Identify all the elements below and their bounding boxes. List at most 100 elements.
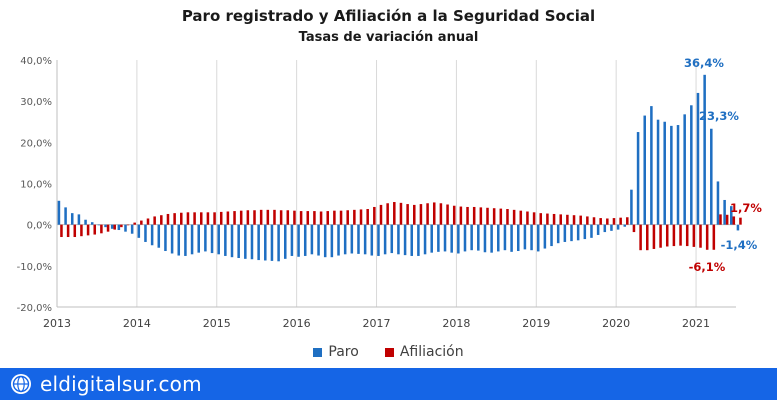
bar-paro [90, 222, 94, 225]
bar-paro [730, 206, 733, 225]
x-tick-label: 2016 [283, 317, 311, 330]
bar-paro [124, 224, 127, 232]
bar-paro [350, 224, 354, 254]
bar-afiliacion [366, 209, 369, 225]
bar-afiliacion [492, 208, 496, 225]
bar-paro [104, 224, 107, 228]
bar-afiliacion [146, 218, 150, 225]
bar-afiliacion [319, 211, 323, 225]
bar-afiliacion [486, 207, 489, 225]
y-tick-label: 20,0% [20, 138, 52, 149]
bar-paro [610, 224, 613, 231]
bar-afiliacion [559, 214, 562, 225]
bar-afiliacion [259, 209, 263, 225]
bar-afiliacion [133, 222, 136, 225]
bar-afiliacion [719, 214, 722, 225]
bar-afiliacion [519, 210, 523, 225]
legend-label-afiliacion: Afiliación [399, 344, 464, 360]
bar-paro [257, 224, 260, 261]
bar-paro [556, 224, 560, 244]
bar-paro [204, 224, 207, 252]
bar-afiliacion [160, 215, 163, 225]
bar-afiliacion [672, 224, 676, 247]
bar-paro [603, 224, 607, 233]
bar-afiliacion [725, 214, 729, 225]
bar-afiliacion [279, 210, 283, 225]
bar-paro [736, 224, 740, 231]
bar-paro [423, 224, 427, 255]
bar-afiliacion [206, 212, 210, 225]
legend-item-afiliacion: Afiliación [384, 344, 464, 360]
bar-paro [363, 224, 367, 255]
bar-paro [310, 224, 314, 255]
bar-paro [290, 224, 294, 256]
bar-afiliacion [213, 212, 216, 225]
bar-afiliacion [339, 210, 343, 225]
bar-paro [230, 224, 234, 258]
bar-chart: -20,0% -10,0% 0,0% 10,0% 20,0% 30,0% 40,0% 2013… [17, 56, 763, 330]
bar-afiliacion [432, 202, 436, 225]
bar-afiliacion [246, 210, 250, 225]
bar-paro [303, 224, 307, 256]
bar-paro [150, 224, 154, 246]
bar-paro [510, 224, 513, 252]
bar-paro [523, 224, 527, 250]
bar-afiliacion [579, 215, 582, 225]
data-label: 36,4% [684, 56, 724, 70]
bar-afiliacion [60, 224, 63, 238]
bar-afiliacion [193, 212, 196, 225]
bar-paro [550, 224, 553, 247]
bar-afiliacion [606, 218, 609, 225]
bar-afiliacion [120, 224, 123, 228]
bar-paro [410, 224, 414, 256]
bar-afiliacion [93, 224, 97, 235]
data-label: -6,1% [689, 260, 726, 274]
bar-paro [563, 224, 567, 242]
bar-paro [530, 224, 533, 251]
bar-paro [117, 224, 121, 231]
bar-afiliacion [266, 209, 270, 225]
bar-afiliacion [679, 224, 682, 246]
bar-afiliacion [359, 209, 363, 225]
bar-paro [417, 224, 420, 256]
bar-paro [570, 224, 573, 242]
legend-swatch-afiliacion [384, 347, 394, 357]
bar-afiliacion [499, 208, 503, 225]
bar-paro [237, 224, 240, 259]
y-tick-label: -10,0% [17, 262, 52, 273]
bar-paro [190, 224, 194, 255]
bar-afiliacion [685, 224, 689, 247]
bar-afiliacion [586, 216, 589, 225]
bar-paro [576, 224, 580, 241]
bar-paro [130, 224, 134, 234]
bar-paro [636, 132, 640, 225]
footer-site-name[interactable]: eldigitalsur.com [40, 372, 202, 396]
bar-afiliacion [293, 210, 296, 225]
bar-paro [264, 224, 267, 261]
bar-afiliacion [732, 216, 736, 225]
bar-paro [536, 224, 540, 252]
bar-paro [84, 219, 87, 225]
bar-paro [663, 121, 666, 225]
data-label: 1,7% [730, 201, 762, 215]
bar-afiliacion [739, 217, 742, 225]
x-tick-label: 2019 [522, 317, 550, 330]
bar-paro [297, 224, 300, 257]
bar-paro [696, 92, 700, 225]
bar-afiliacion [446, 204, 449, 225]
bar-paro [650, 106, 653, 225]
bar-afiliacion [180, 212, 183, 225]
bar-paro [217, 224, 220, 255]
bar-paro [470, 224, 473, 251]
bar-paro [676, 125, 680, 225]
bar-paro [323, 224, 327, 258]
bar-afiliacion [532, 212, 536, 225]
bar-paro [390, 224, 394, 254]
bar-afiliacion [73, 224, 77, 238]
bar-paro [343, 224, 347, 255]
bar-afiliacion [406, 204, 409, 225]
x-tick-label: 2017 [363, 317, 391, 330]
bar-paro [457, 224, 460, 254]
bar-paro [503, 224, 507, 251]
bar-afiliacion [86, 224, 90, 236]
